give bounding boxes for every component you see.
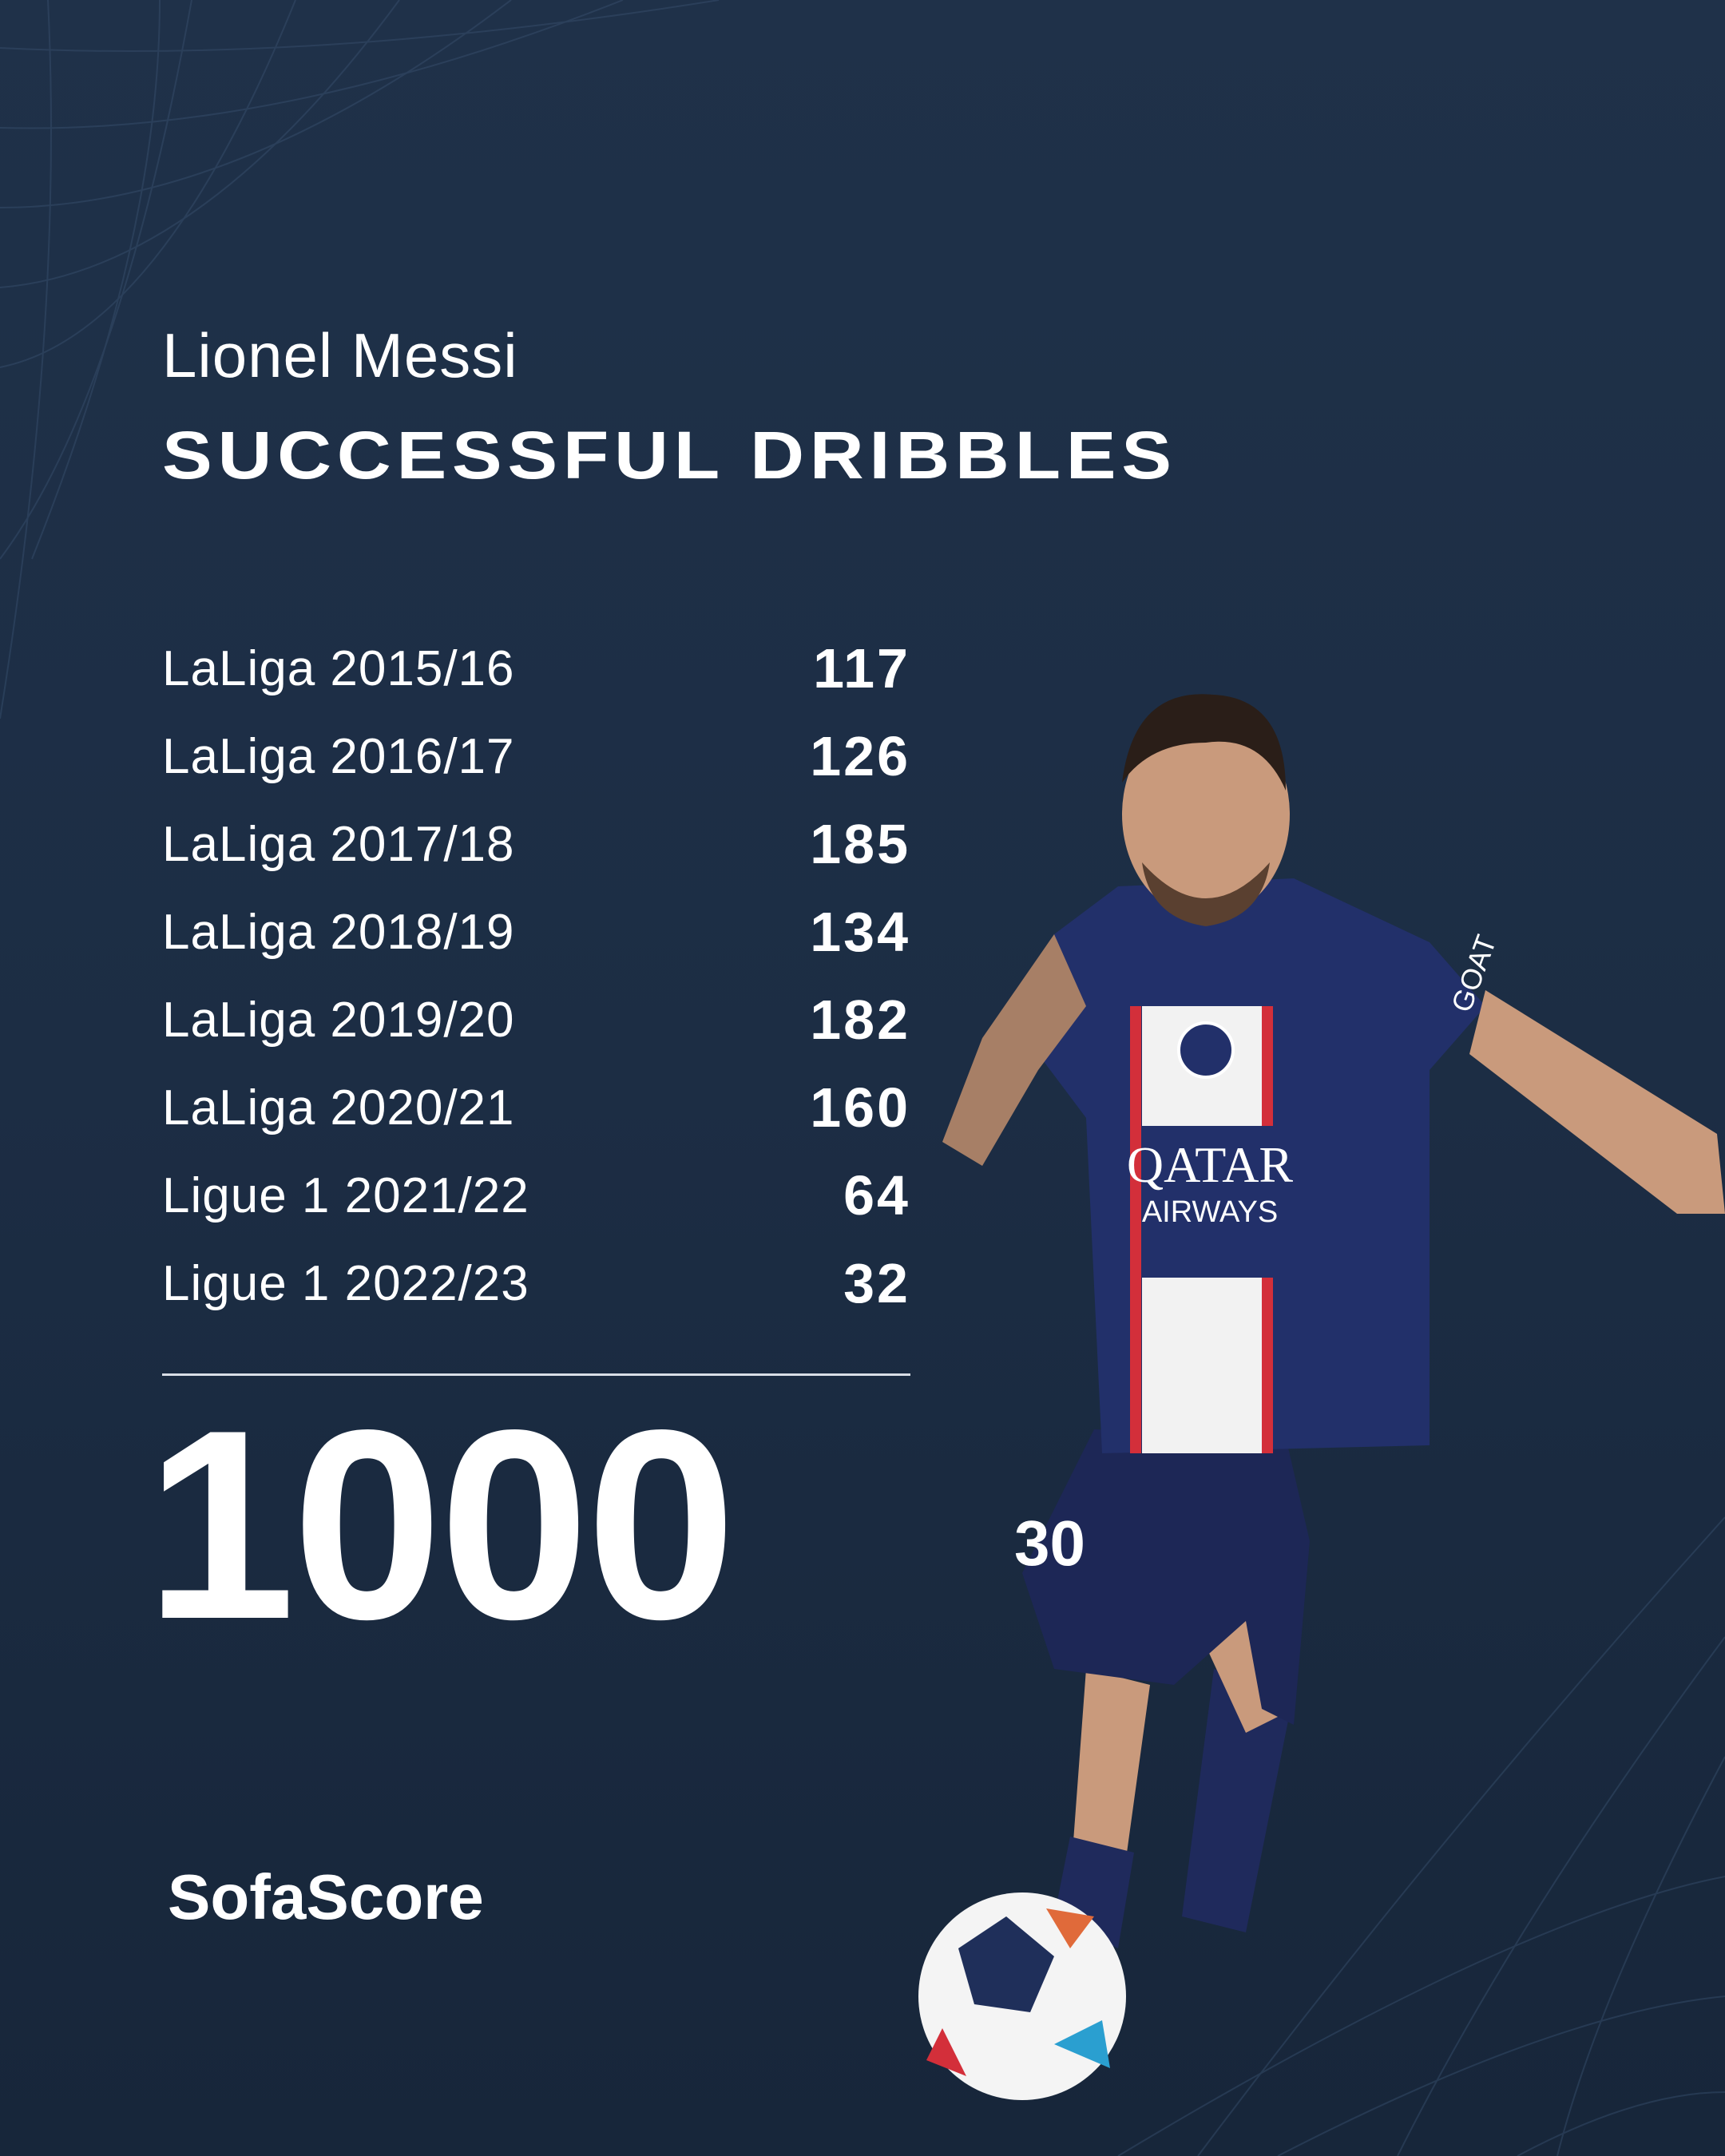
total-value: 1000 (145, 1373, 736, 1675)
season-value: 117 (813, 637, 910, 700)
season-value: 32 (843, 1252, 910, 1314)
season-row: Ligue 1 2021/22 64 (162, 1151, 910, 1239)
season-label: LaLiga 2016/17 (162, 728, 515, 784)
season-value: 126 (810, 725, 910, 787)
season-row: LaLiga 2017/18 185 (162, 800, 910, 888)
sponsor-text-2: AIRWAYS (1142, 1195, 1278, 1229)
season-label: LaLiga 2020/21 (162, 1080, 515, 1135)
sofascore-logo: SofaScore (168, 1861, 484, 1932)
season-value: 160 (810, 1076, 910, 1139)
season-label: LaLiga 2019/20 (162, 992, 515, 1048)
season-value: 182 (810, 989, 910, 1051)
season-row: LaLiga 2020/21 160 (162, 1064, 910, 1151)
season-value: 134 (810, 901, 910, 963)
season-label: Ligue 1 2022/23 (162, 1255, 529, 1311)
season-row: LaLiga 2015/16 117 (162, 624, 910, 712)
season-value: 64 (843, 1164, 910, 1227)
season-label: LaLiga 2018/19 (162, 904, 515, 960)
season-list: LaLiga 2015/16 117 LaLiga 2016/17 126 LaLi… (162, 624, 910, 1327)
season-value: 185 (810, 813, 910, 875)
stat-title: SUCCESSFUL DRIBBLES (162, 418, 1177, 493)
player-name: Lionel Messi (162, 320, 518, 390)
season-row: Ligue 1 2022/23 32 (162, 1239, 910, 1327)
season-label: LaLiga 2015/16 (162, 640, 515, 696)
season-label: LaLiga 2017/18 (162, 816, 515, 872)
divider (162, 1373, 910, 1376)
season-row: LaLiga 2018/19 134 (162, 888, 910, 976)
sponsor-text: QATAR (1127, 1136, 1294, 1193)
player-photo: QATAR AIRWAYS GOAT 30 (918, 694, 1725, 2100)
season-row: LaLiga 2016/17 126 (162, 712, 910, 800)
season-row: LaLiga 2019/20 182 (162, 976, 910, 1064)
season-label: Ligue 1 2021/22 (162, 1167, 529, 1223)
shirt-number: 30 (1014, 1508, 1085, 1579)
psg-crest-icon (1177, 1021, 1235, 1079)
